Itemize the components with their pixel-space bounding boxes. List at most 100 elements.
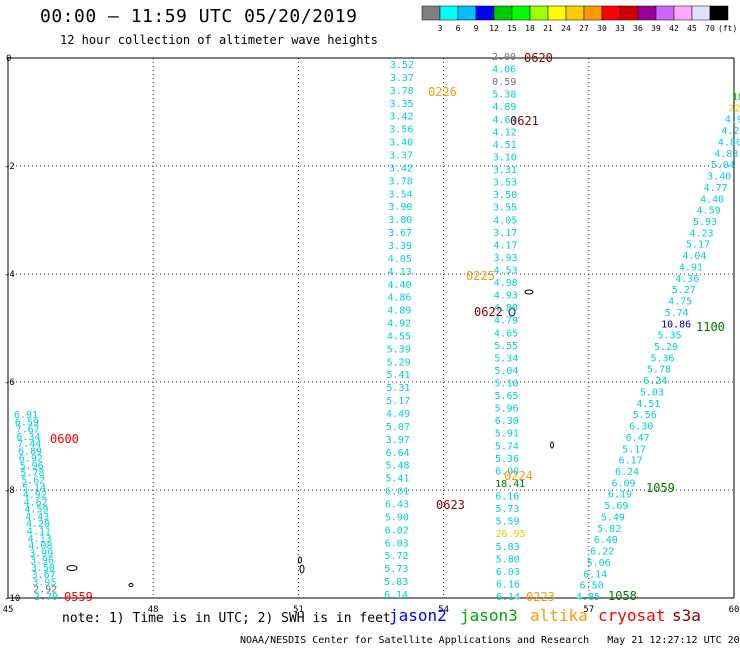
wave-height-label: 3.31 <box>493 165 517 176</box>
wave-height-label: 5.41 <box>385 474 409 485</box>
wave-height-label: 5.93 <box>693 217 717 228</box>
wave-height-label: 6.24 <box>615 467 639 478</box>
x-tick-label: 54 <box>438 605 449 615</box>
wave-height-label: 6.50 <box>580 581 604 592</box>
y-tick-label: -10 <box>4 594 20 604</box>
wave-height-label: 5.55 <box>494 341 518 352</box>
pass-time-label: 0600 <box>50 432 79 446</box>
wave-height-label: 26.95 <box>496 529 526 540</box>
x-tick-label: 48 <box>148 605 159 615</box>
color-legend: 3 6 9 12 15 18 21 24 27 30 33 36 39 42 45 70 (ft) <box>421 5 737 33</box>
satellite-legend-s3a: s3a <box>672 606 701 625</box>
wave-height-label: 0.59 <box>492 77 516 88</box>
wave-height-label: 6.24 <box>643 376 667 387</box>
wave-height-label: 5.62 <box>21 476 45 487</box>
credit-line: NOAA/NESDIS Center for Satellite Applica… <box>240 635 740 646</box>
colorbar-tick-label: 6 <box>456 24 461 33</box>
wave-height-label: 4.51 <box>493 140 517 151</box>
wave-height-label: 5.49 <box>601 512 625 523</box>
colorbar-tick-label: 39 <box>651 24 661 33</box>
wave-height-label: 5.91 <box>495 429 519 440</box>
wave-height-label: 4.27 <box>721 126 740 137</box>
y-tick-label: -8 <box>4 486 15 496</box>
wave-height-label: 4.55 <box>387 331 411 342</box>
wave-height-label: 4.05 <box>388 254 412 265</box>
wave-height-label: 4.89 <box>387 306 411 317</box>
wave-height-label: 5.74 <box>665 308 689 319</box>
pass-time-label: 0225 <box>466 269 495 283</box>
wave-height-label: 5.17 <box>622 444 646 455</box>
wave-height-label: 5.78 <box>647 365 671 376</box>
y-tick-label: -2 <box>4 162 15 172</box>
wave-height-label: 3.52 <box>390 60 414 71</box>
wave-height-label: 4.92 <box>23 490 47 501</box>
island-outline <box>128 583 134 587</box>
wave-height-label: 5.73 <box>495 504 519 515</box>
wave-height-label: 4.65 <box>494 328 518 339</box>
satellite-legend-altika: altika <box>530 606 588 625</box>
wave-height-label: 3.35 <box>390 99 414 110</box>
satellite-legend-jason2: jason2 <box>389 606 447 625</box>
colorbar-tick-label: 24 <box>561 24 571 33</box>
colorbar-tick-label: 21 <box>543 24 553 33</box>
wave-height-label: 7.67 <box>16 425 40 436</box>
wave-height-label: 6.14 <box>384 590 408 601</box>
wave-height-label: 6.34 <box>16 432 40 443</box>
island-outline <box>299 564 305 574</box>
wave-height-label: 5.41 <box>386 370 410 381</box>
x-tick-label: 51 <box>293 605 304 615</box>
wave-height-label: 3.56 <box>389 125 413 136</box>
wave-height-label: 6.03 <box>385 538 409 549</box>
wave-height-label: 5.07 <box>386 422 410 433</box>
wave-height-label: 6.17 <box>619 456 643 467</box>
wave-height-label: 3.39 <box>388 241 412 252</box>
satellite-legend-jason3: jason3 <box>460 606 518 625</box>
footer-note: note: 1) Time is in UTC; 2) SWH is in fe… <box>62 611 391 626</box>
wave-height-label: 5.34 <box>494 353 518 364</box>
wave-height-label: 4.62 <box>24 497 48 508</box>
wave-height-label: 3.37 <box>389 150 413 161</box>
wave-height-label: 3.70 <box>34 592 58 603</box>
wave-height-label: 4.08 <box>28 541 52 552</box>
wave-height-label: 6.01 <box>385 487 409 498</box>
wave-height-label: 4.59 <box>24 505 48 516</box>
wave-height-label: 4.17 <box>493 240 517 251</box>
wave-height-label: 6.03 <box>496 567 520 578</box>
wave-height-label: 4.77 <box>704 183 728 194</box>
wave-height-label: 3.37 <box>390 73 414 84</box>
wave-height-label: 6.91 <box>14 410 38 421</box>
wave-height-label: 5.10 <box>494 379 518 390</box>
wave-height-label: 5.27 <box>672 285 696 296</box>
wave-height-label: 3.99 <box>29 548 53 559</box>
wave-height-label: 4.12 <box>493 127 517 138</box>
colorbar-tick-label: 18 <box>525 24 535 33</box>
wave-height-label: 5.36 <box>650 353 674 364</box>
wave-height-label: 5.78 <box>20 468 44 479</box>
wave-height-label: 3.10 <box>493 152 517 163</box>
colorbar-tick-label: 15 <box>507 24 517 33</box>
wave-height-label: 6.92 <box>19 454 43 465</box>
wave-height-label: 4.98 <box>494 278 518 289</box>
y-tick-label: 0 <box>6 54 11 64</box>
wave-height-label: 4.64 <box>492 115 516 126</box>
wave-height-label: 6.16 <box>495 492 519 503</box>
wave-height-label: 5.17 <box>386 396 410 407</box>
wave-height-label: 5.29 <box>387 357 411 368</box>
wave-height-label: 5.48 <box>385 461 409 472</box>
wave-height-label: 5.36 <box>495 454 519 465</box>
island-outline <box>508 307 516 317</box>
wave-height-label: 4.9 <box>725 115 740 126</box>
colorbar-swatch <box>709 5 729 21</box>
wave-height-label: 6.40 <box>594 535 618 546</box>
wave-height-label: 4.06 <box>492 65 516 76</box>
colorbar-tick-label: 9 <box>474 24 479 33</box>
wave-height-label: 5.74 <box>495 441 519 452</box>
wave-height-label: 3.78 <box>389 176 413 187</box>
wave-height-label: 3.90 <box>388 202 412 213</box>
wave-height-label: 5.14 <box>22 483 46 494</box>
wave-height-label: 5.73 <box>384 564 408 575</box>
pass-time-label: 0620 <box>524 51 553 65</box>
wave-height-label: 5.31 <box>386 383 410 394</box>
wave-height-label: 3.96 <box>30 556 54 567</box>
